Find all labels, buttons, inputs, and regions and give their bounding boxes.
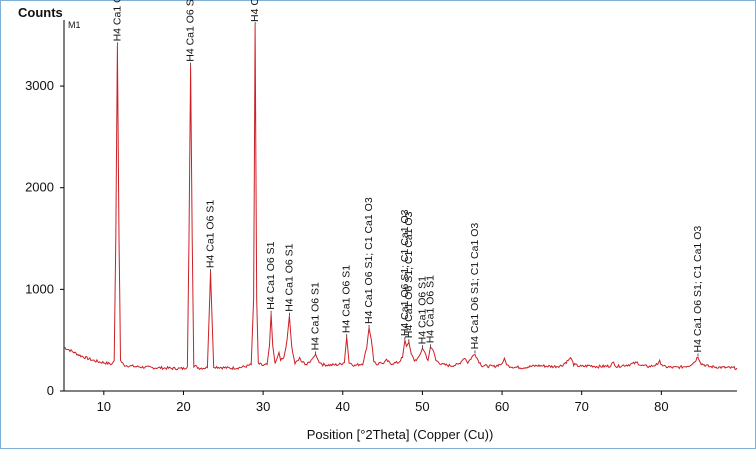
x-axis-title: Position [°2Theta] (Copper (Cu)) [307,427,494,442]
x-tick-label: 20 [176,399,190,414]
peak-label: H4 Ca1 O6 S1; C1 Ca1 O3 [692,226,704,353]
peak-label: H4 Ca1 O6 S1 [283,243,295,311]
peak-label: H4 Ca1 O6 S1 [249,0,261,22]
diffraction-trace [63,25,738,371]
panel-label: M1 [68,20,81,30]
y-axis-title: Counts [18,5,63,20]
y-tick-label: 0 [47,383,54,398]
x-tick-label: 40 [336,399,350,414]
peak-label: H4 Ca1 O6 S1 [341,265,353,333]
axes: 0 1000 2000 3000 10 20 30 40 50 60 70 80 [25,20,737,414]
peak-label: H4 Ca1 O6 S1; C1 Ca1 O3 [363,197,375,324]
peak-label: H4 Ca1 O6 S1 [424,275,436,343]
trace-layer [63,25,738,371]
peak-label: H4 Ca1 O6 S1; C1 Ca1 O3 [469,223,481,350]
y-tick-label: 1000 [25,281,54,296]
peak-label: H4 Ca1 O6 S1; C1 Ca1 O3 [399,209,411,336]
x-tick-label: 80 [654,399,668,414]
x-tick-label: 70 [574,399,588,414]
peak-label: H4 Ca1 O6 S1 [310,282,322,350]
x-tick-label: 50 [415,399,429,414]
x-tick-label: 30 [256,399,270,414]
peak-label: H4 Ca1 O6 S1 [111,0,123,41]
peak-label: H4 Ca1 O6 S1 [416,276,428,344]
peak-label: H4 Ca1 O6 S1; C1 Ca1 O3 [403,211,415,338]
x-tick-label: 60 [495,399,509,414]
peak-label: H4 Ca1 O6 S1 [205,200,217,268]
peak-label: H4 Ca1 O6 S1 [185,0,197,62]
x-tick-label: 10 [97,399,111,414]
y-tick-label: 2000 [25,180,54,195]
y-tick-label: 3000 [25,78,54,93]
peak-label: H4 Ca1 O6 S1 [265,241,277,309]
